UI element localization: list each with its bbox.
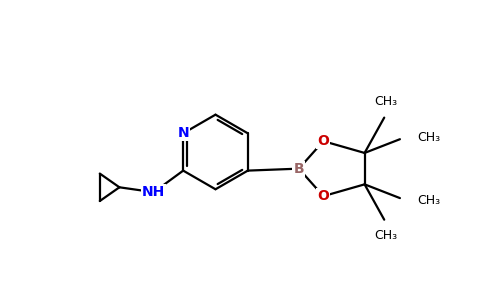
Text: NH: NH [142,185,166,199]
Text: N: N [178,126,189,140]
Text: O: O [318,134,329,148]
Text: O: O [318,189,329,203]
Text: CH₃: CH₃ [418,131,441,144]
Text: CH₃: CH₃ [418,194,441,207]
Text: CH₃: CH₃ [375,229,398,242]
Text: CH₃: CH₃ [375,95,398,108]
Text: B: B [293,162,304,176]
